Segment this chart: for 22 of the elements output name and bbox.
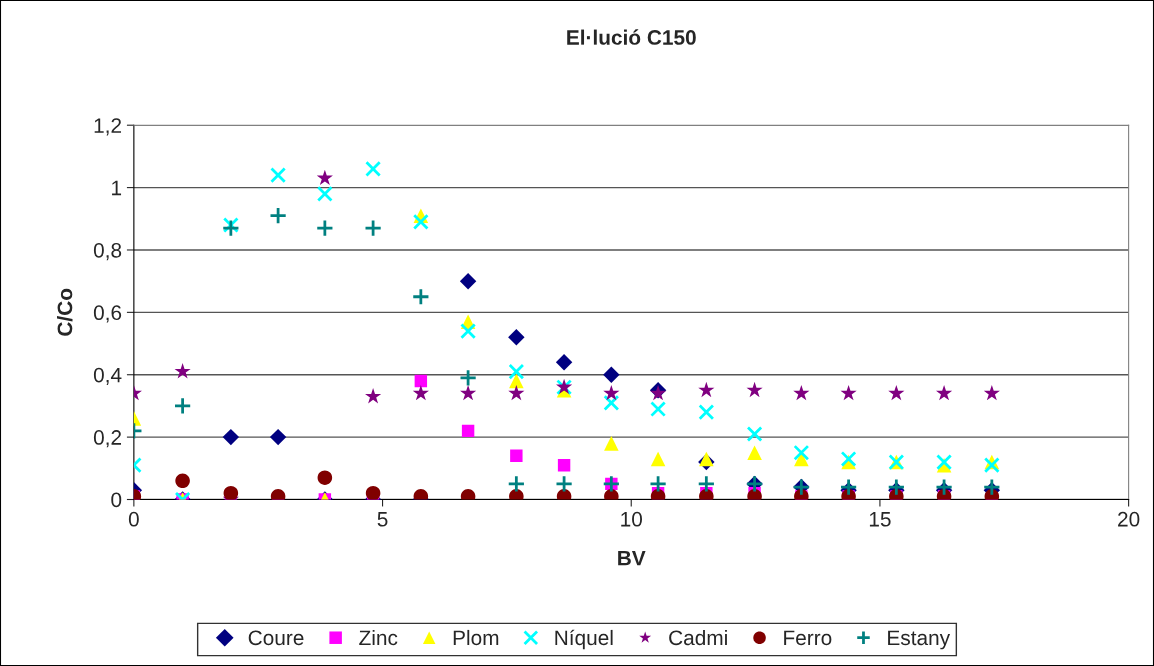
x-tick-label: 0 <box>128 511 139 527</box>
x-tick-label: 20 <box>1118 511 1140 527</box>
y-tick-label: 0 <box>111 492 122 508</box>
y-tick-label: 0,8 <box>93 242 122 261</box>
y-axis-title: C/Co <box>57 288 73 336</box>
legend-label: Zinc <box>359 629 398 646</box>
x-tick-label: 10 <box>621 511 643 527</box>
y-tick-label: 1 <box>112 180 122 196</box>
x-tick-label: 15 <box>869 512 891 527</box>
chart-title: El·lució C150 <box>567 29 696 45</box>
legend-label: Níquel <box>555 629 613 650</box>
legend-label: Coure <box>248 630 304 646</box>
legend-label: Ferro <box>784 630 832 646</box>
x-axis-title: BV <box>618 550 646 566</box>
legend-label: Plom <box>453 629 499 646</box>
x-tick-label: 5 <box>377 512 388 527</box>
y-tick-label: 1,2 <box>94 118 122 136</box>
y-tick-label: 0,4 <box>93 367 122 385</box>
legend-label: Cadmi <box>669 629 727 646</box>
y-tick-label: 0,6 <box>93 305 122 323</box>
legend-label: Estany <box>888 630 951 650</box>
y-tick-label: 0,2 <box>93 430 122 448</box>
